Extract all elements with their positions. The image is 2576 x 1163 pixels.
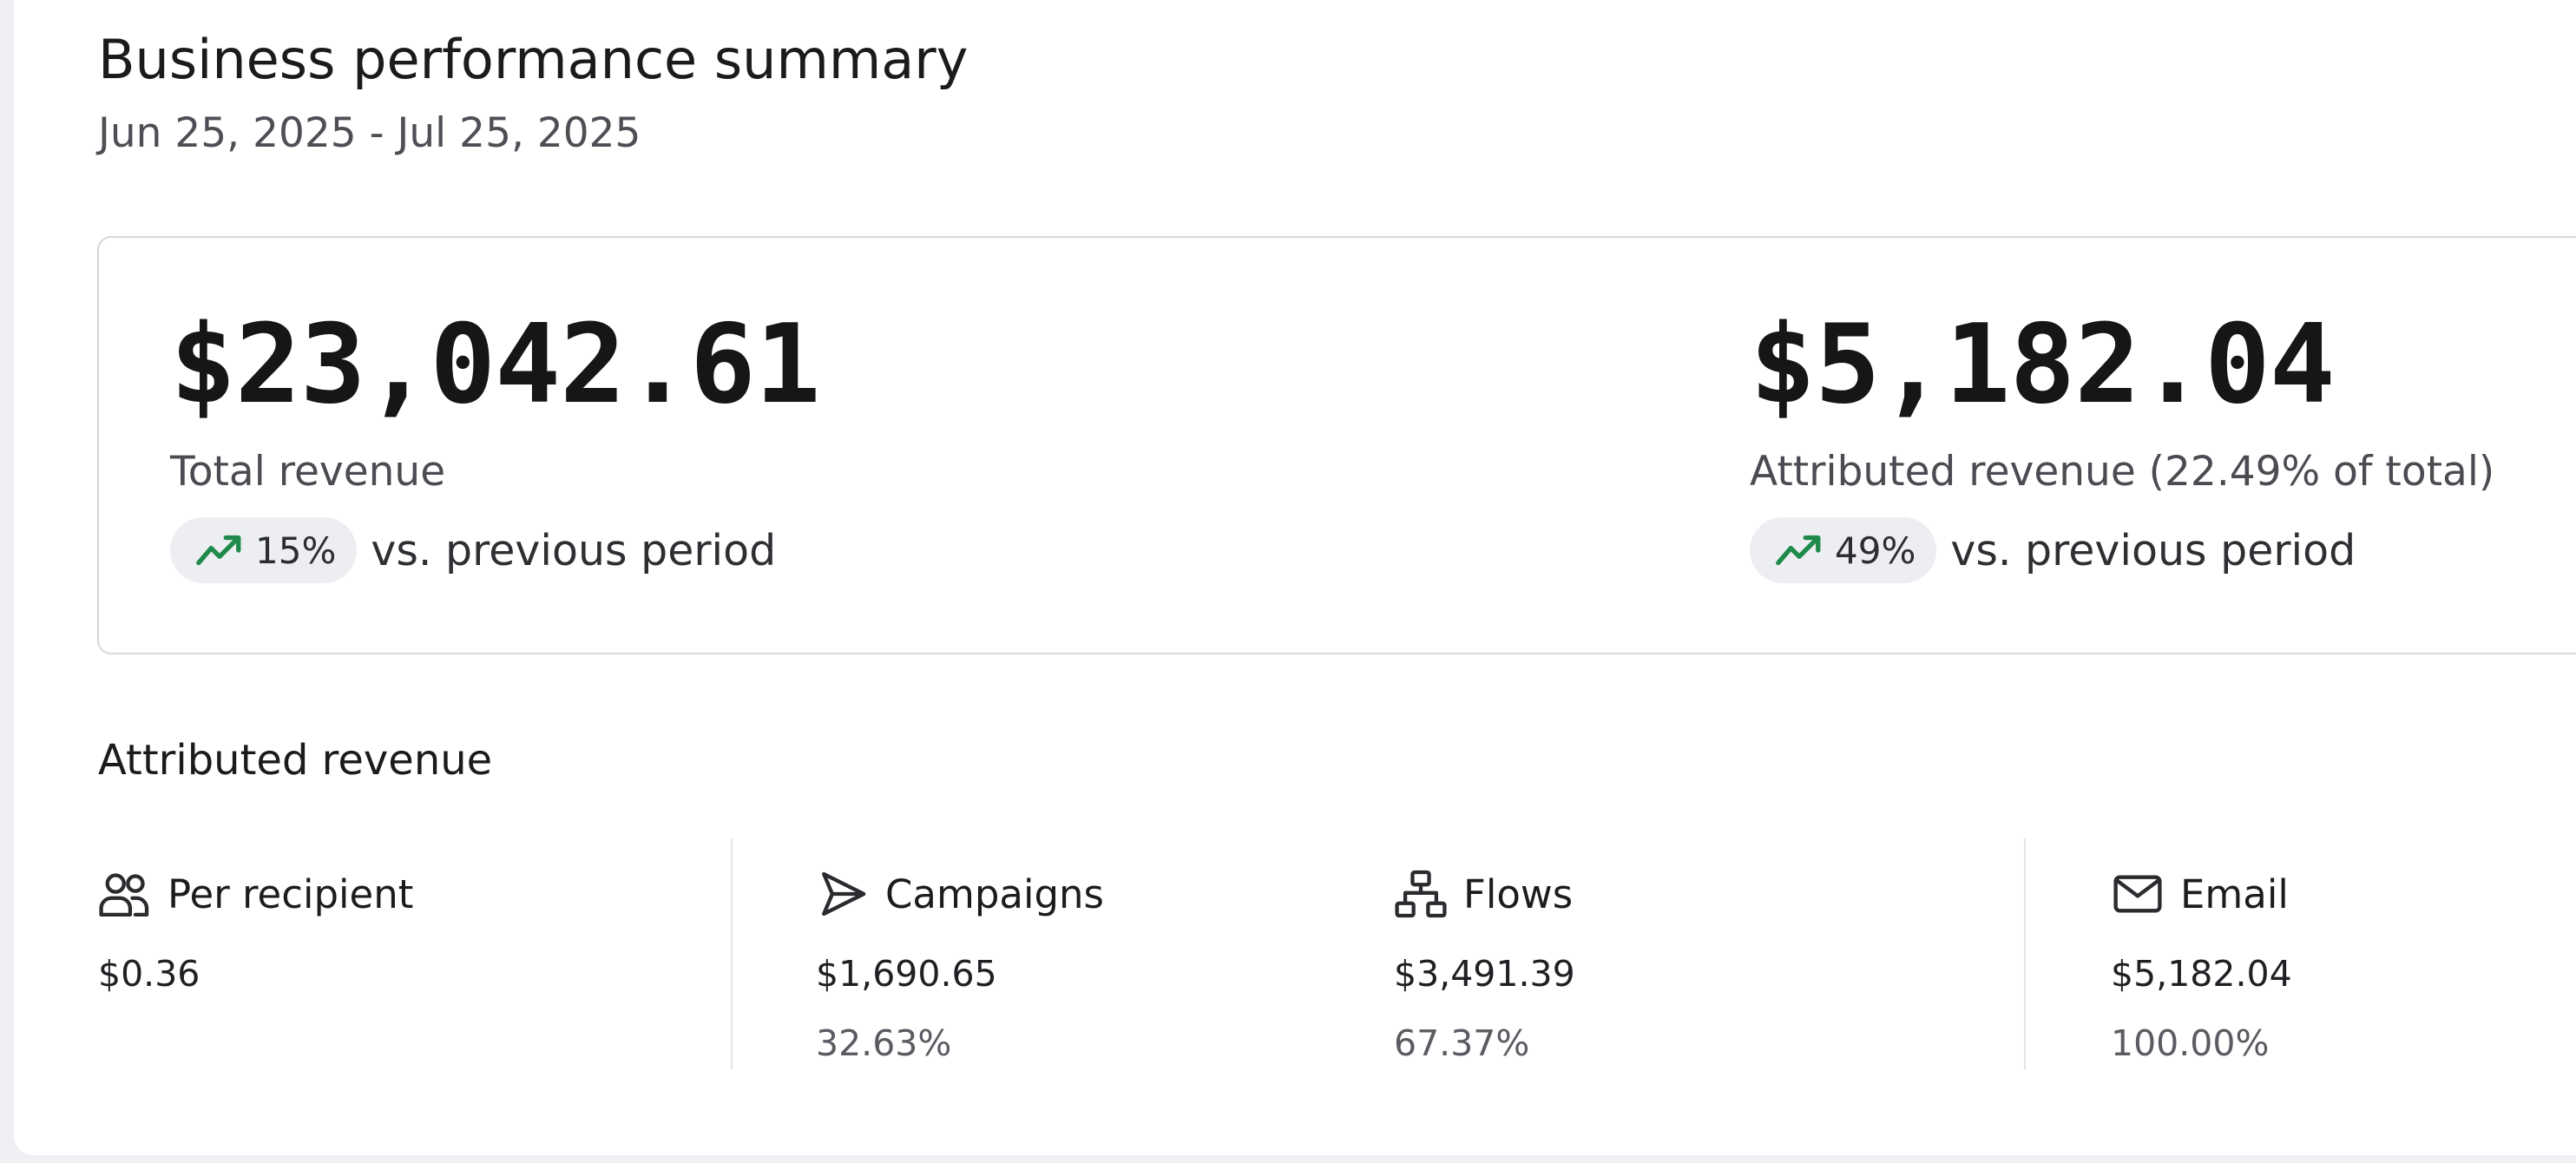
campaigns-percent: 32.63% xyxy=(816,1022,952,1064)
total-revenue-label: Total revenue xyxy=(170,448,446,496)
attributed-revenue-value: $5,182.04 xyxy=(1750,300,2336,428)
per-recipient-stat: Per recipient $0.36 xyxy=(98,859,414,995)
attributed-revenue-section-title: Attributed revenue xyxy=(98,736,493,785)
change-suffix: vs. previous period xyxy=(1950,525,2356,575)
trend-up-icon xyxy=(1776,535,1821,566)
change-badge: 15% xyxy=(170,517,358,583)
users-icon xyxy=(99,873,149,917)
trend-up-icon xyxy=(196,535,241,566)
revenue-metrics-panel: $23,042.61 Total revenue 15% vs. previou… xyxy=(97,236,2576,654)
flows-stat: Flows $3,491.39 67.37% xyxy=(1394,859,1575,1064)
divider xyxy=(2024,838,2026,1069)
divider xyxy=(731,838,733,1069)
email-label: Email xyxy=(2180,871,2289,917)
flows-percent: 67.37% xyxy=(1394,1022,1530,1064)
page-title: Business performance summary xyxy=(98,28,969,91)
attributed-revenue-change: 49% vs. previous period xyxy=(1750,517,2356,583)
campaigns-value: $1,690.65 xyxy=(816,953,997,995)
change-suffix: vs. previous period xyxy=(371,525,777,575)
per-recipient-label: Per recipient xyxy=(168,871,414,917)
email-stat: Email $5,182.04 100.00% xyxy=(2111,859,2292,1065)
per-recipient-value: $0.36 xyxy=(98,953,200,995)
total-revenue-change: 15% vs. previous period xyxy=(170,517,776,583)
change-badge: 49% xyxy=(1750,517,1937,583)
flows-label: Flows xyxy=(1463,871,1574,917)
email-value: $5,182.04 xyxy=(2111,953,2292,995)
mail-icon xyxy=(2113,875,2162,913)
performance-summary-card: Business performance summary Jun 25, 202… xyxy=(14,0,2576,1155)
campaigns-stat: Campaigns $1,690.65 32.63% xyxy=(816,859,1105,1065)
campaigns-label: Campaigns xyxy=(885,871,1105,917)
date-range: Jun 25, 2025 - Jul 25, 2025 xyxy=(98,109,641,157)
email-percent: 100.00% xyxy=(2111,1022,2270,1064)
change-percent: 49% xyxy=(1835,529,1916,572)
attributed-revenue-label: Attributed revenue (22.49% of total) xyxy=(1750,448,2495,496)
flows-value: $3,491.39 xyxy=(1394,953,1575,995)
change-percent: 15% xyxy=(255,529,337,572)
send-icon xyxy=(822,871,866,917)
flows-icon xyxy=(1395,870,1447,918)
total-revenue-value: $23,042.61 xyxy=(170,300,821,428)
